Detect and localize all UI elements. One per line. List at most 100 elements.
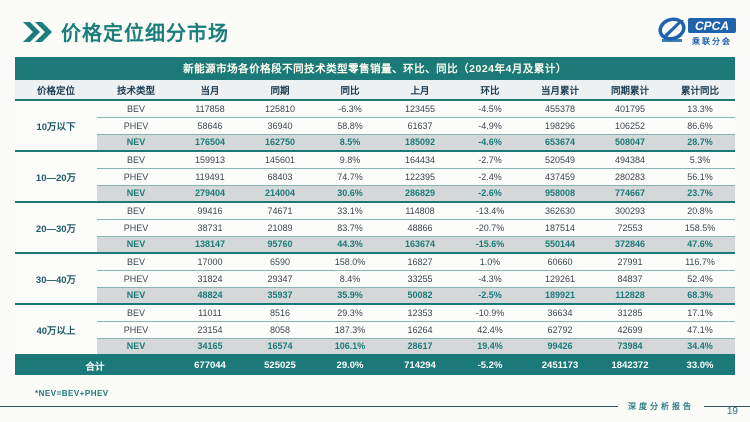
value-cell: 112828 (595, 286, 665, 304)
table-row: 10—20万 BEV 159913 145601 9.8% 164434 -2.7% 5205… (15, 150, 735, 202)
value-cell: 286829 (385, 184, 455, 202)
value-cell: -4.3% (455, 269, 525, 287)
price-segment-label: 20—30万 (15, 201, 97, 253)
logo-acronym: CPCA (695, 19, 729, 33)
tech-type-cell: BEV (97, 99, 175, 117)
value-cell: 117858 (175, 99, 245, 117)
price-segment-label: 30—40万 (15, 252, 97, 304)
value-cell: 84837 (595, 269, 665, 287)
total-value-cell: 29.0% (315, 354, 385, 375)
value-cell: 158.0% (315, 252, 385, 270)
page-number: 19 (726, 406, 738, 417)
value-cell: 401795 (595, 99, 665, 117)
value-cell: 58.8% (315, 116, 385, 134)
footer-brand: 深度分析报告 (628, 402, 694, 411)
table-row: NEV 176504 162750 8.5% 185092 -4.6% 653674 5080… (15, 133, 735, 151)
table-row: NEV 48824 35937 35.9% 50082 -2.5% 189921 112828… (15, 286, 735, 304)
value-cell: 189921 (525, 286, 595, 304)
value-cell: 214004 (245, 184, 315, 202)
value-cell: 95760 (245, 235, 315, 253)
value-cell: 29347 (245, 269, 315, 287)
total-value-cell: 677044 (175, 354, 245, 375)
value-cell: 99426 (525, 337, 595, 355)
value-cell: 106252 (595, 116, 665, 134)
value-cell: -20.7% (455, 218, 525, 236)
value-cell: 8516 (245, 303, 315, 321)
value-cell: 38731 (175, 218, 245, 236)
value-cell: -2.4% (455, 167, 525, 185)
double-chevron-icon (23, 21, 52, 42)
value-cell: 13.3% (665, 99, 735, 117)
value-cell: 16574 (245, 337, 315, 355)
value-cell: 47.1% (665, 320, 735, 338)
value-cell: 35.9% (315, 286, 385, 304)
value-cell: 74.7% (315, 167, 385, 185)
tech-type-cell: NEV (97, 286, 175, 304)
table-row: 40万以上 BEV 11011 8516 29.3% 12353 -10.9% 36634 31… (15, 303, 735, 355)
value-cell: 47.6% (665, 235, 735, 253)
value-cell: 114808 (385, 201, 455, 219)
value-cell: -4.5% (455, 99, 525, 117)
value-cell: 958008 (525, 184, 595, 202)
value-cell: 28617 (385, 337, 455, 355)
table-row: 30—40万 BEV 17000 6590 158.0% 16827 1.0% 60660 27… (15, 252, 735, 304)
page-title: 价格定位细分市场 (61, 23, 229, 45)
value-cell: 16264 (385, 320, 455, 338)
value-cell: -2.6% (455, 184, 525, 202)
value-cell: 23.7% (665, 184, 735, 202)
value-cell: 16827 (385, 252, 455, 270)
value-cell: 42.4% (455, 320, 525, 338)
value-cell: 52.4% (665, 269, 735, 287)
value-cell: 19.4% (455, 337, 525, 355)
value-cell: 34.4% (665, 337, 735, 355)
table-body: 10万以下 BEV 117858 125810 -6.3% 123455 -4.5% 4553… (15, 99, 735, 375)
value-cell: -10.9% (455, 303, 525, 321)
value-cell: 21089 (245, 218, 315, 236)
value-cell: 31285 (595, 303, 665, 321)
value-cell: 279404 (175, 184, 245, 202)
footnote: *NEV=BEV+PHEV (35, 389, 109, 398)
column-header: 同比 (315, 80, 385, 101)
table-row: NEV 138147 95760 44.3% 163674 -15.6% 550144 372… (15, 235, 735, 253)
tech-type-cell: PHEV (97, 218, 175, 236)
value-cell: 106.1% (315, 337, 385, 355)
value-cell: 129261 (525, 269, 595, 287)
tech-type-cell: NEV (97, 337, 175, 355)
value-cell: 62792 (525, 320, 595, 338)
tech-type-cell: PHEV (97, 320, 175, 338)
value-cell: 42699 (595, 320, 665, 338)
value-cell: 48866 (385, 218, 455, 236)
value-cell: 159913 (175, 150, 245, 168)
value-cell: 6590 (245, 252, 315, 270)
table-header-row: 价格定位 技术类型 当月 同期 同比 上月 环比 当月累计 同期累计 累计同比 (15, 80, 735, 101)
footer-line-left (0, 406, 618, 407)
table-row: 20—30万 BEV 99416 74671 33.1% 114808 -13.4% 3626… (15, 201, 735, 253)
value-cell: 8.4% (315, 269, 385, 287)
tech-type-cell: NEV (97, 184, 175, 202)
value-cell: 35937 (245, 286, 315, 304)
value-cell: 362630 (525, 201, 595, 219)
value-cell: 774667 (595, 184, 665, 202)
value-cell: 494384 (595, 150, 665, 168)
value-cell: -6.3% (315, 99, 385, 117)
value-cell: 50082 (385, 286, 455, 304)
value-cell: 12353 (385, 303, 455, 321)
value-cell: 185092 (385, 133, 455, 151)
value-cell: 68403 (245, 167, 315, 185)
value-cell: 29.3% (315, 303, 385, 321)
price-segment-label: 10—20万 (15, 150, 97, 202)
table-row: NEV 34165 16574 106.1% 28617 19.4% 99426 73984 3… (15, 337, 735, 355)
value-cell: 68.3% (665, 286, 735, 304)
value-cell: 437459 (525, 167, 595, 185)
value-cell: 56.1% (665, 167, 735, 185)
total-value-cell: 525025 (245, 354, 315, 375)
logo-swoosh-icon (658, 17, 686, 42)
value-cell: 9.8% (315, 150, 385, 168)
column-header: 同期 (245, 80, 315, 101)
value-cell: 123455 (385, 99, 455, 117)
value-cell: 520549 (525, 150, 595, 168)
value-cell: -2.5% (455, 286, 525, 304)
value-cell: 74671 (245, 201, 315, 219)
total-value-cell: -5.2% (455, 354, 525, 375)
table-title: 新能源市场各价格段不同技术类型零售销量、环比、同比（2024年4月及累计） (15, 57, 735, 80)
